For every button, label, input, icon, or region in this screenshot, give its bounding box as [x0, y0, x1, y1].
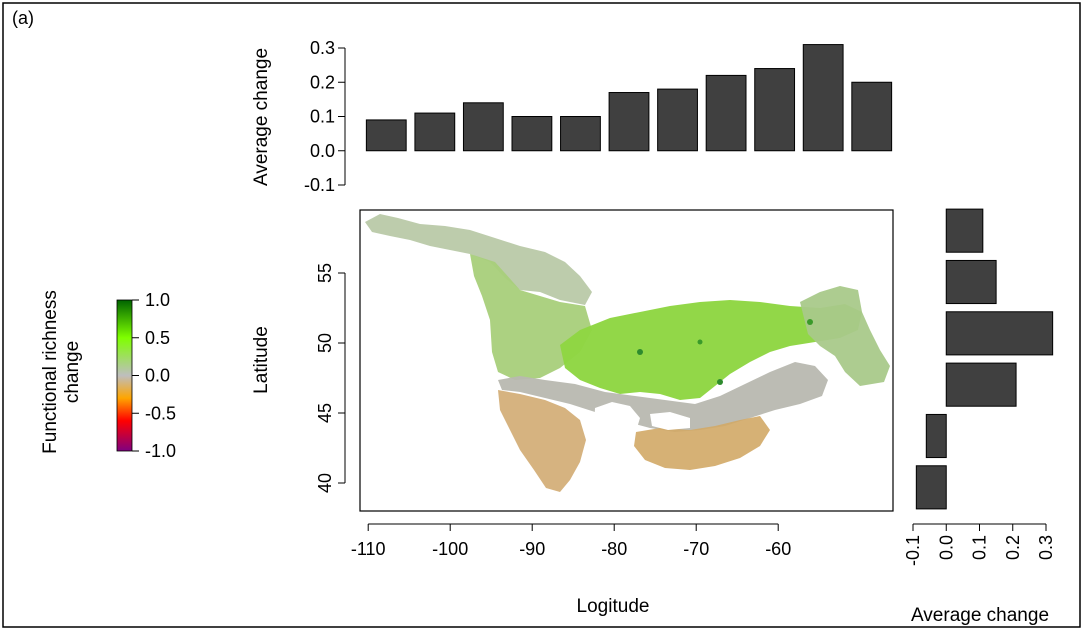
top-bar	[414, 112, 456, 152]
top-y-tick-label: 0.0	[310, 141, 335, 161]
right-x-tick-label: -0.1	[903, 535, 923, 566]
right-bar	[945, 259, 997, 305]
right-x-tick-label: 0.0	[936, 535, 956, 560]
map-hotspot	[807, 319, 813, 325]
map-lake-2	[650, 412, 690, 430]
map-y-tick-label: 50	[315, 333, 335, 353]
right-x-tick-label: 0.1	[970, 535, 990, 560]
map-region-northeast	[800, 286, 890, 386]
right-x-axis: -0.1 0.0 0.1 0.2 0.3	[903, 523, 1056, 566]
top-bar	[705, 74, 747, 152]
legend-title-line2: change	[62, 341, 83, 403]
top-bar	[462, 102, 504, 152]
top-y-axis-title: Average change	[251, 48, 272, 186]
top-y-tick-label: -0.1	[304, 175, 335, 195]
map-x-tick-label: -60	[765, 539, 791, 559]
map-x-tick-label: -90	[519, 539, 545, 559]
top-bar	[802, 44, 844, 152]
legend-title-line1: Functional richness	[40, 290, 61, 454]
right-bar	[915, 465, 947, 510]
right-x-tick-label: 0.2	[1003, 535, 1023, 560]
right-bar	[945, 208, 984, 253]
top-bar	[657, 88, 698, 152]
panel-label: (a)	[12, 8, 34, 28]
right-bar	[945, 362, 1017, 407]
map-hotspot	[697, 339, 703, 345]
map-axes: -110 -100 -90 -80 -70 -60 40 45 50 55	[315, 263, 791, 559]
map-region-northwest	[365, 214, 592, 305]
top-bar	[511, 116, 553, 152]
map-y-tick-label: 55	[315, 263, 335, 283]
top-y-axis: -0.1 0.0 0.1 0.2 0.3	[304, 38, 346, 195]
map-regions	[365, 214, 890, 492]
map-x-tick-label: -110	[351, 539, 386, 559]
top-bar	[365, 119, 407, 152]
top-bar	[560, 116, 601, 152]
top-y-tick-label: 0.1	[310, 107, 335, 127]
map-lake-1	[594, 402, 640, 452]
map-y-tick-label: 40	[315, 473, 335, 493]
right-bar	[945, 311, 1054, 356]
top-y-tick-label: 0.3	[310, 38, 335, 58]
legend-tick-label: -0.5	[145, 403, 176, 423]
legend-tick-label: 1.0	[145, 290, 170, 310]
top-bar	[754, 68, 796, 152]
top-bar	[608, 92, 650, 152]
map-y-tick-label: 45	[315, 403, 335, 423]
map-x-axis-title: Logitude	[577, 596, 650, 617]
map-region-central-green	[560, 300, 862, 400]
legend-colorbar	[116, 299, 133, 452]
right-bar-chart: -0.1 0.0 0.1 0.2 0.3 Average change	[903, 208, 1056, 626]
top-bar	[851, 81, 893, 152]
map-region-southwest	[498, 390, 586, 492]
map-x-tick-label: -80	[601, 539, 627, 559]
legend-tick-label: -1.0	[145, 441, 176, 461]
legend-tick-label: 0.0	[145, 366, 170, 386]
right-bars	[915, 208, 1054, 510]
map-x-tick-label: -100	[432, 539, 468, 559]
map-panel: -110 -100 -90 -80 -70 -60 40 45 50 55 Logitude La…	[251, 209, 894, 617]
legend-tick-label: 0.5	[145, 328, 170, 348]
top-bars	[365, 44, 893, 152]
map-y-axis-title: Latitude	[251, 326, 272, 394]
right-bar	[925, 413, 947, 459]
right-x-axis-title: Average change	[911, 605, 1049, 626]
map-hotspot	[717, 379, 723, 385]
top-y-tick-label: 0.2	[310, 72, 335, 92]
map-region-transition	[498, 362, 828, 432]
map-hotspot	[637, 349, 643, 355]
top-bar-chart: -0.1 0.0 0.1 0.2 0.3 Average change	[251, 38, 893, 195]
map-x-tick-label: -70	[683, 539, 709, 559]
right-x-tick-label: 0.3	[1036, 535, 1056, 560]
legend-ticks: 1.0 0.5 0.0 -0.5 -1.0	[132, 290, 176, 461]
map-frame	[359, 209, 894, 512]
color-legend: Functional richness change 1.0 0.5 0.0 -0.5…	[40, 290, 176, 461]
